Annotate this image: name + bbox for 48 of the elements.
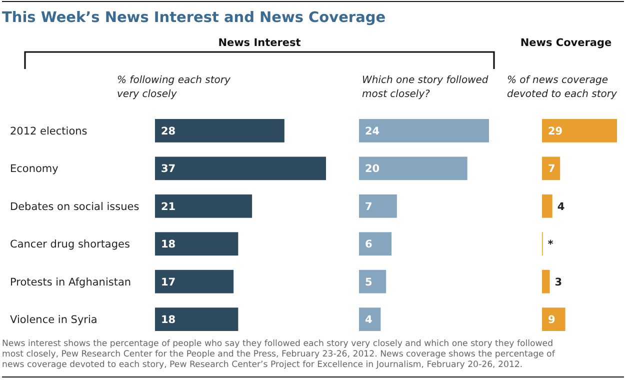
chart-subtitle: Which one story followed most closely? (362, 75, 489, 100)
bar (155, 119, 284, 142)
text: News Interest (218, 37, 301, 49)
bar (155, 308, 238, 331)
data-label: 18 (161, 238, 176, 251)
data-label: 6 (365, 238, 372, 251)
bar (359, 194, 397, 218)
text: News interest shows the percentage of people who say they followed each story very closely and which one story they followed most closely, Pew Research Center for the People and the Press, February 23-26, 2012. News coverage shows the percentage of news coverage devoted to each story, Pew Research Center’s Project for Excellence in Journalism, February 20-26, 2012. (2, 339, 556, 370)
y-tick-label: Economy (10, 163, 58, 176)
y-tick-label: Debates on social issues (10, 200, 140, 213)
bar (542, 270, 550, 294)
chart-subtitle: % of news coverage devoted to each story (507, 75, 618, 100)
chart-title: News Coverage (520, 37, 612, 49)
data-label: 7 (365, 200, 372, 213)
data-label: 3 (554, 276, 562, 288)
data-label: 20 (365, 163, 380, 176)
data-label: * (548, 238, 554, 251)
bar (359, 308, 381, 331)
data-label: 24 (365, 125, 380, 138)
data-label: 4 (365, 314, 372, 326)
bar (155, 156, 326, 180)
bar (359, 232, 392, 256)
data-label: 4 (557, 200, 565, 213)
bar (359, 270, 386, 294)
bar (155, 194, 252, 218)
y-tick-label: Cancer drug shortages (10, 238, 130, 251)
y-tick-label: Violence in Syria (10, 314, 98, 326)
data-label: 29 (548, 125, 563, 138)
data-label: 9 (548, 314, 556, 326)
chart-subtitle: % following each story very closely (117, 75, 232, 100)
data-label: 17 (161, 276, 176, 288)
bar (155, 270, 234, 294)
data-label: 7 (548, 163, 556, 176)
bar (542, 308, 566, 331)
bar (359, 119, 489, 142)
data-label: 18 (161, 314, 176, 326)
bar (542, 119, 617, 142)
data-label: 28 (161, 125, 176, 138)
data-label: 37 (161, 163, 176, 176)
bar (359, 156, 468, 180)
y-tick-label: Protests in Afghanistan (10, 276, 132, 288)
y-tick-label: 2012 elections (10, 125, 88, 138)
bar (542, 156, 560, 180)
data-label: 21 (161, 200, 176, 213)
data-label: 5 (365, 276, 372, 288)
chart-title: This Week’s News Interest and News Coverage (2, 10, 386, 26)
bar (542, 194, 552, 218)
bar (155, 232, 238, 256)
